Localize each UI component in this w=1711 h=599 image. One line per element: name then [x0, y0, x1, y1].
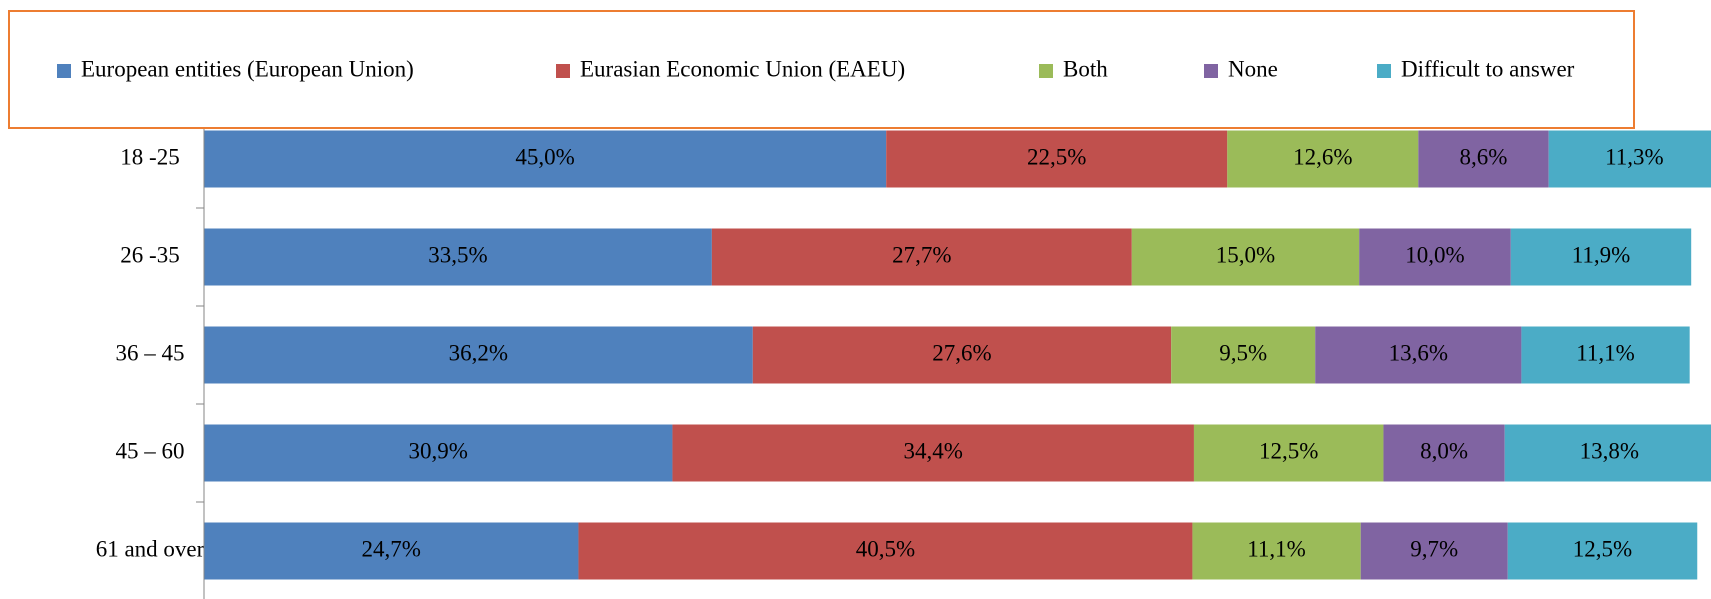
- value-label: 13,6%: [1389, 340, 1448, 365]
- y-tick-label: 18 -25: [120, 144, 179, 169]
- value-label: 11,3%: [1605, 144, 1664, 169]
- bar-segment: [1227, 130, 1419, 188]
- value-label: 12,6%: [1293, 144, 1352, 169]
- bar-segment: [752, 326, 1172, 384]
- value-label: 24,7%: [362, 536, 421, 561]
- bar-segment: [672, 424, 1194, 482]
- bar-segment: [886, 130, 1228, 188]
- legend-label: Difficult to answer: [1401, 56, 1575, 81]
- value-label: 11,1%: [1576, 340, 1635, 365]
- value-label: 12,5%: [1573, 536, 1632, 561]
- bar-segment: [1521, 326, 1690, 384]
- value-label: 8,0%: [1420, 438, 1468, 463]
- value-label: 12,5%: [1259, 438, 1318, 463]
- legend-label: European entities (European Union): [81, 56, 414, 81]
- value-label: 27,7%: [892, 242, 951, 267]
- bar-segment: [204, 326, 753, 384]
- bar-segment: [1383, 424, 1505, 482]
- legend-marker: [1204, 64, 1218, 78]
- legend-label: None: [1228, 56, 1278, 81]
- bar-segment: [578, 522, 1193, 580]
- y-tick-label: 61 and over: [96, 536, 205, 561]
- bar-segment: [1131, 228, 1360, 286]
- bar-segment: [1418, 130, 1549, 188]
- value-label: 33,5%: [428, 242, 487, 267]
- bar-segment: [1193, 424, 1384, 482]
- legend-marker: [1039, 64, 1053, 78]
- legend-label: Both: [1063, 56, 1108, 81]
- legend-marker: [1377, 64, 1391, 78]
- bar-segment: [1507, 522, 1698, 580]
- bar-segment: [1360, 522, 1508, 580]
- bar-segment: [204, 130, 887, 188]
- bar-segment: [711, 228, 1132, 286]
- bar-segment: [204, 228, 712, 286]
- value-label: 9,5%: [1219, 340, 1267, 365]
- value-label: 15,0%: [1216, 242, 1275, 267]
- value-label: 40,5%: [856, 536, 915, 561]
- value-label: 27,6%: [932, 340, 991, 365]
- value-label: 30,9%: [409, 438, 468, 463]
- value-label: 11,9%: [1572, 242, 1631, 267]
- legend-marker: [556, 64, 570, 78]
- value-label: 13,8%: [1580, 438, 1639, 463]
- value-label: 10,0%: [1405, 242, 1464, 267]
- bar-segment: [1359, 228, 1511, 286]
- value-label: 22,5%: [1027, 144, 1086, 169]
- value-label: 11,1%: [1247, 536, 1306, 561]
- value-label: 9,7%: [1410, 536, 1458, 561]
- y-tick-label: 26 -35: [120, 242, 179, 267]
- value-label: 36,2%: [449, 340, 508, 365]
- bar-segment: [1504, 424, 1711, 482]
- bar-segment: [1510, 228, 1692, 286]
- bar-segment: [1171, 326, 1316, 384]
- value-label: 34,4%: [903, 438, 962, 463]
- legend-marker: [57, 64, 71, 78]
- y-tick-label: 45 – 60: [116, 438, 185, 463]
- bar-segment: [1192, 522, 1361, 580]
- bar-segment: [204, 424, 673, 482]
- bar-segment: [1315, 326, 1522, 384]
- bar-segment: [1548, 130, 1711, 188]
- value-label: 45,0%: [515, 144, 574, 169]
- bar-segment: [204, 522, 579, 580]
- legend-label: Eurasian Economic Union (EAEU): [580, 56, 905, 81]
- y-tick-label: 36 – 45: [116, 340, 185, 365]
- legend-box: [8, 10, 1635, 129]
- value-label: 8,6%: [1460, 144, 1508, 169]
